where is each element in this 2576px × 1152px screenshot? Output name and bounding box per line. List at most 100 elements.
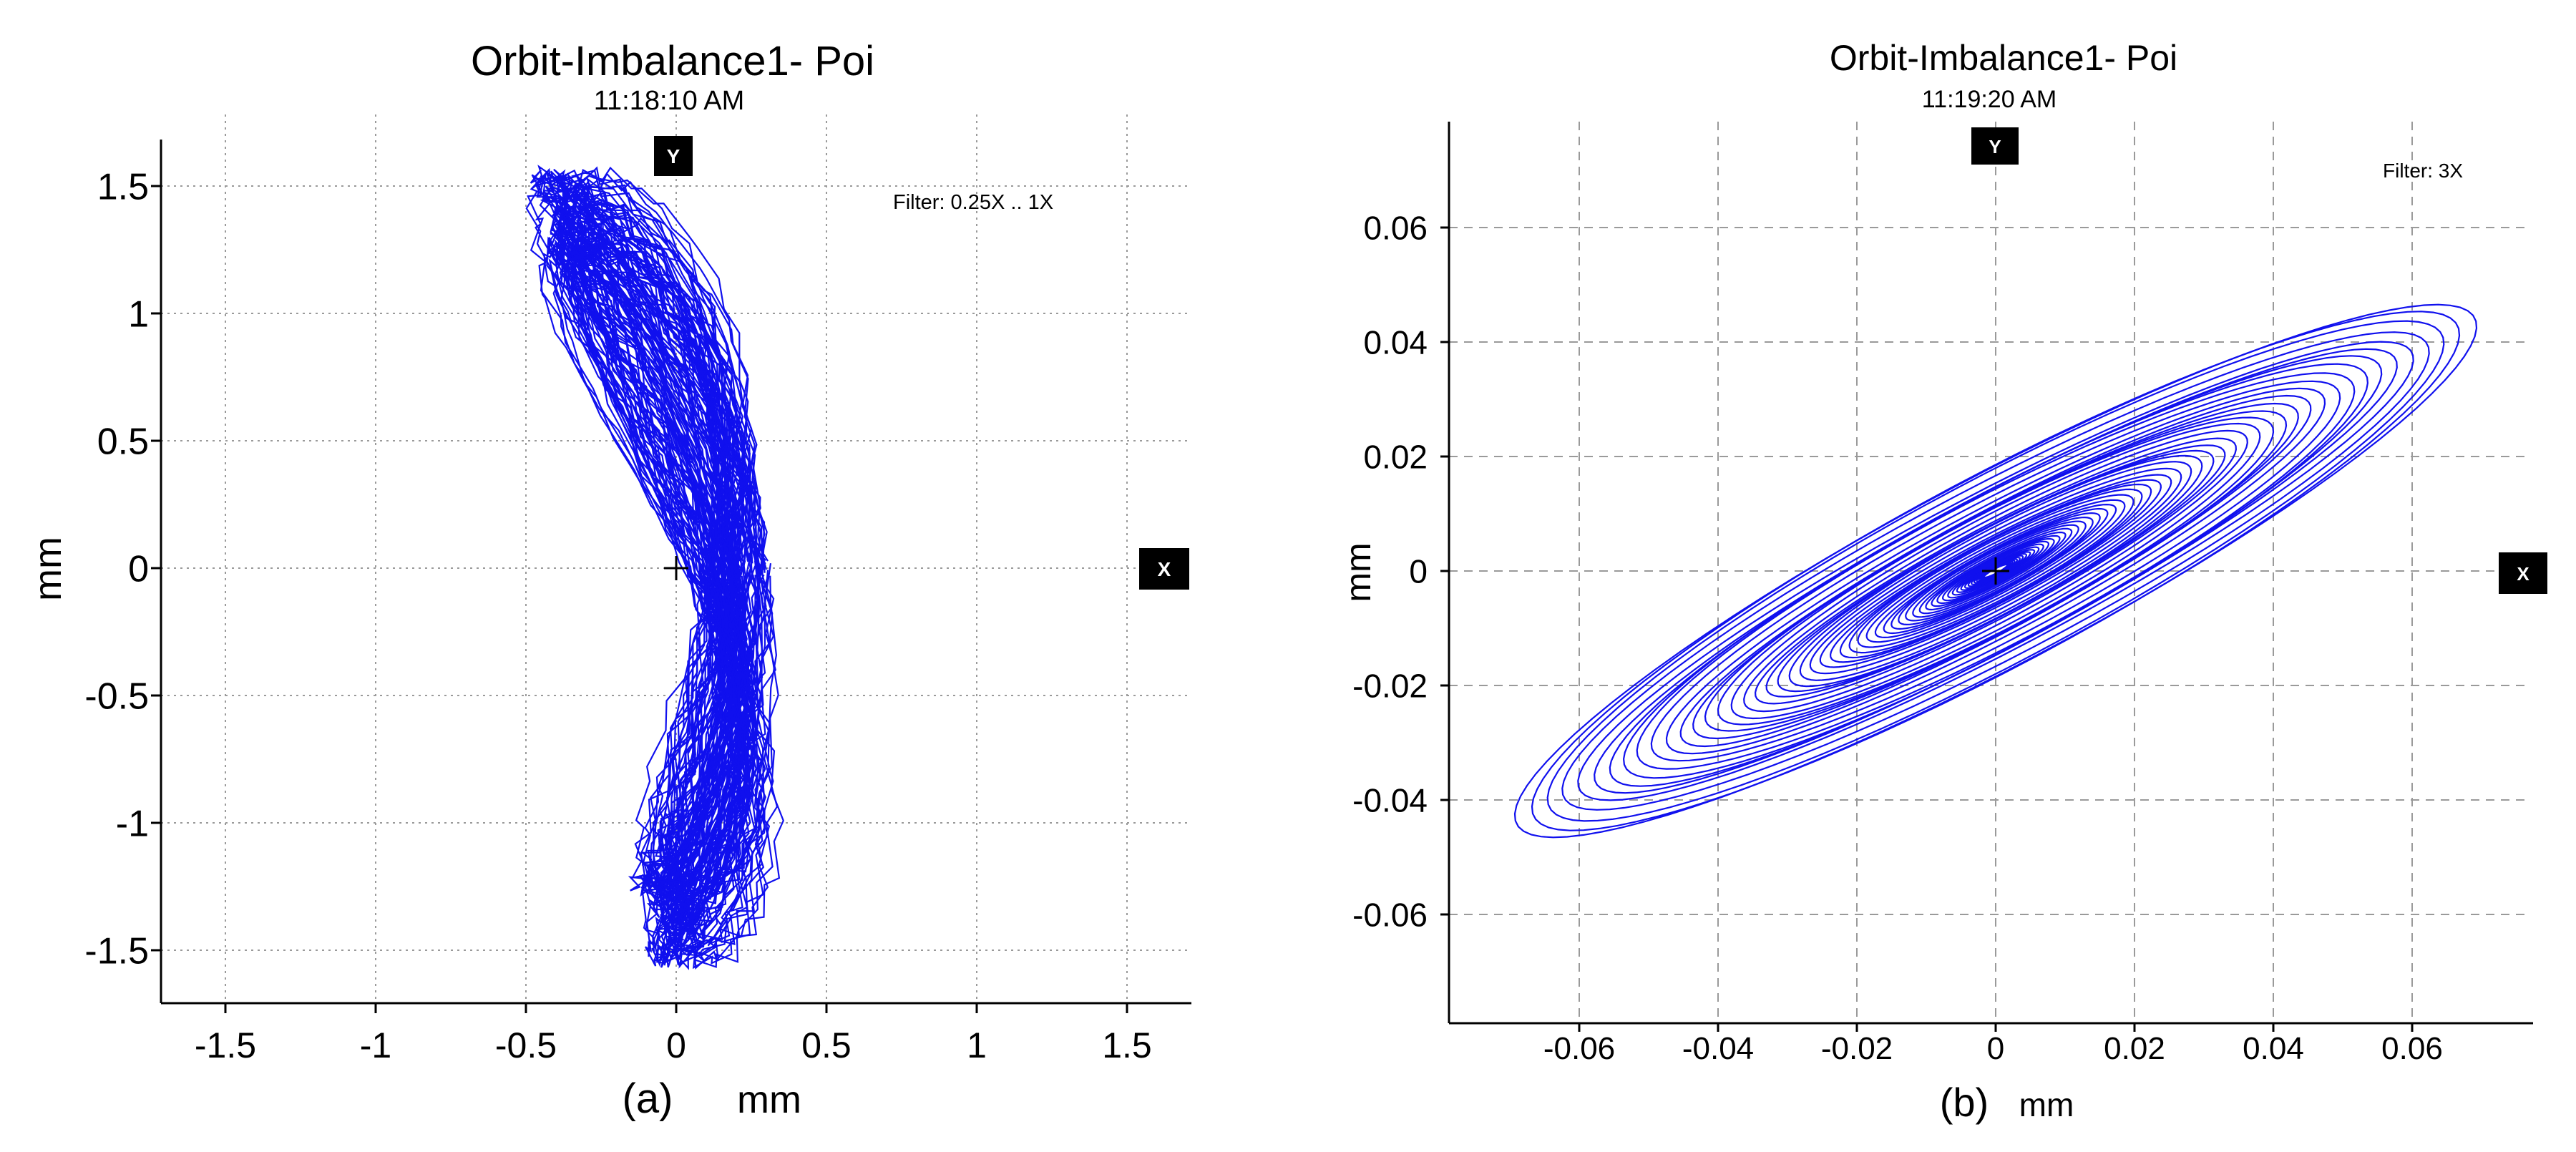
x-tick-label: -0.04 xyxy=(1682,1031,1754,1066)
orbit-loop xyxy=(571,185,748,951)
orbit-loop xyxy=(1865,499,2126,643)
y-tick-label: 0 xyxy=(128,549,149,590)
x-tick-label: 1 xyxy=(967,1025,987,1065)
svg-text:X: X xyxy=(2517,563,2529,585)
x-tick-label: 0 xyxy=(1987,1031,2004,1066)
orbit-loop xyxy=(1679,394,2312,748)
y-axis-label-b: mm xyxy=(1338,542,1378,602)
origin-crosshair-b xyxy=(1982,557,2009,585)
orbit-plot-b: -0.06 -0.04 -0.02 0 0.02 0.04 0.06 0.060.040.0… xyxy=(1338,38,2547,1125)
orbit-loop xyxy=(1931,534,2061,607)
x-tick-labels-a: -1.5 -1 -0.5 0 0.5 1 1.5 xyxy=(195,1003,1152,1065)
filter-label-a: Filter: 0.25X .. 1X xyxy=(893,191,1053,214)
orbit-loop xyxy=(576,175,741,962)
x-marker-b: X xyxy=(2499,552,2547,594)
orbit-loop xyxy=(1819,474,2172,668)
orbit-loop xyxy=(1561,331,2430,811)
y-tick-label: 0.5 xyxy=(97,421,149,463)
orbit-loop xyxy=(1665,387,2326,755)
orbit-loop xyxy=(1936,537,2055,605)
svg-text:Y: Y xyxy=(667,145,680,167)
chart-timestamp-a: 11:18:10 AM xyxy=(594,86,745,116)
orbit-loop xyxy=(1898,516,2094,626)
orbit-loop xyxy=(1546,320,2445,822)
orbit-loop xyxy=(1636,372,2356,770)
x-tick-label: 0.5 xyxy=(801,1025,852,1065)
orbit-loop xyxy=(562,207,753,930)
y-tick-label: 0.04 xyxy=(1363,324,1428,361)
orbit-loop xyxy=(1730,422,2261,720)
orbit-loop xyxy=(1918,527,2073,615)
orbit-loop xyxy=(573,237,757,897)
y-axis-label-a: mm xyxy=(26,537,69,601)
chart-title-a: Orbit-Imbalance1- Poi xyxy=(471,38,874,84)
orbit-plot-a: -1.5 -1 -0.5 0 0.5 1 1.5 1.5 1 0.5 0 -0.5 -1 -1.5 Or… xyxy=(26,38,1191,1122)
y-tick-label: -0.06 xyxy=(1352,897,1428,934)
y-tick-label: 0 xyxy=(1409,553,1428,590)
y-tick-label: 1.5 xyxy=(97,167,149,208)
x-marker-a: X xyxy=(1139,548,1189,590)
orbit-loop xyxy=(1925,531,2067,611)
orbit-loop xyxy=(1809,467,2182,675)
y-tick-label: -0.02 xyxy=(1352,668,1428,705)
x-tick-label: -0.06 xyxy=(1543,1031,1615,1066)
y-marker-a: Y xyxy=(654,136,693,176)
x-tick-label: 0 xyxy=(666,1025,686,1065)
orbit-loop xyxy=(1947,543,2044,599)
orbit-loop xyxy=(1704,410,2288,732)
orbit-loop xyxy=(1983,563,2009,579)
panel-label-a: (a) xyxy=(623,1075,673,1122)
y-tick-label: 0.06 xyxy=(1363,210,1428,247)
y-marker-b: Y xyxy=(1971,127,2019,165)
y-tick-label: -0.5 xyxy=(84,676,149,718)
y-tick-labels-a: 1.5 1 0.5 0 -0.5 -1 -1.5 xyxy=(84,167,161,972)
orbit-loop xyxy=(1788,454,2203,688)
y-tick-labels-b: 0.06 0.04 0.02 0 -0.02 -0.04 -0.06 xyxy=(1352,210,1449,934)
orbit-loop xyxy=(1848,488,2143,654)
orbit-loop xyxy=(1874,503,2117,639)
x-tick-label: 0.02 xyxy=(2104,1031,2165,1066)
orbit-loop xyxy=(530,176,779,961)
y-tick-label: 1 xyxy=(128,294,149,336)
orbit-loop xyxy=(1717,416,2275,726)
x-axis-label-b: mm xyxy=(2019,1086,2074,1123)
orbit-loop xyxy=(1799,461,2192,681)
x-tick-label: -0.02 xyxy=(1821,1031,1893,1066)
x-tick-label: 0.04 xyxy=(2243,1031,2304,1066)
axes-b xyxy=(1448,122,2533,1025)
orbit-loop xyxy=(1531,311,2461,831)
y-tick-label: -0.04 xyxy=(1352,782,1428,819)
orbit-loop xyxy=(1857,494,2135,648)
orbit-trace-a xyxy=(525,165,784,970)
grid-b xyxy=(1449,122,2529,1023)
orbit-loop xyxy=(1883,507,2109,635)
orbit-loop xyxy=(1622,363,2369,779)
x-tick-label: -0.5 xyxy=(495,1025,557,1065)
y-tick-label: -1 xyxy=(116,804,149,845)
orbit-loop xyxy=(1905,520,2087,622)
orbit-loop xyxy=(1941,540,2050,602)
svg-text:Y: Y xyxy=(1989,136,2001,157)
chart-timestamp-b: 11:19:20 AM xyxy=(1922,86,2057,113)
x-tick-label: -1 xyxy=(360,1025,391,1065)
x-axis-label-a: mm xyxy=(737,1078,801,1121)
orbit-loop xyxy=(1754,437,2238,705)
origin-crosshair-a xyxy=(664,556,688,580)
chart-title-b: Orbit-Imbalance1- Poi xyxy=(1830,38,2177,78)
x-tick-label: 1.5 xyxy=(1102,1025,1152,1065)
orbit-loop xyxy=(1951,546,2040,596)
svg-text:X: X xyxy=(1158,558,1171,580)
y-tick-label: -1.5 xyxy=(84,931,149,972)
orbit-loop xyxy=(1743,429,2248,713)
x-tick-label: 0.06 xyxy=(2381,1031,2443,1066)
orbit-loop xyxy=(1577,341,2414,801)
x-tick-labels-b: -0.06 -0.04 -0.02 0 0.02 0.04 0.06 xyxy=(1543,1023,2443,1066)
orbit-loop xyxy=(552,248,776,889)
orbit-loop xyxy=(1912,524,2079,618)
orbit-loop xyxy=(1971,557,2021,585)
orbit-trace-b xyxy=(1513,303,2478,839)
filter-label-b: Filter: 3X xyxy=(2383,160,2463,182)
y-tick-label: 0.02 xyxy=(1363,439,1428,476)
orbit-loop xyxy=(1839,483,2152,659)
